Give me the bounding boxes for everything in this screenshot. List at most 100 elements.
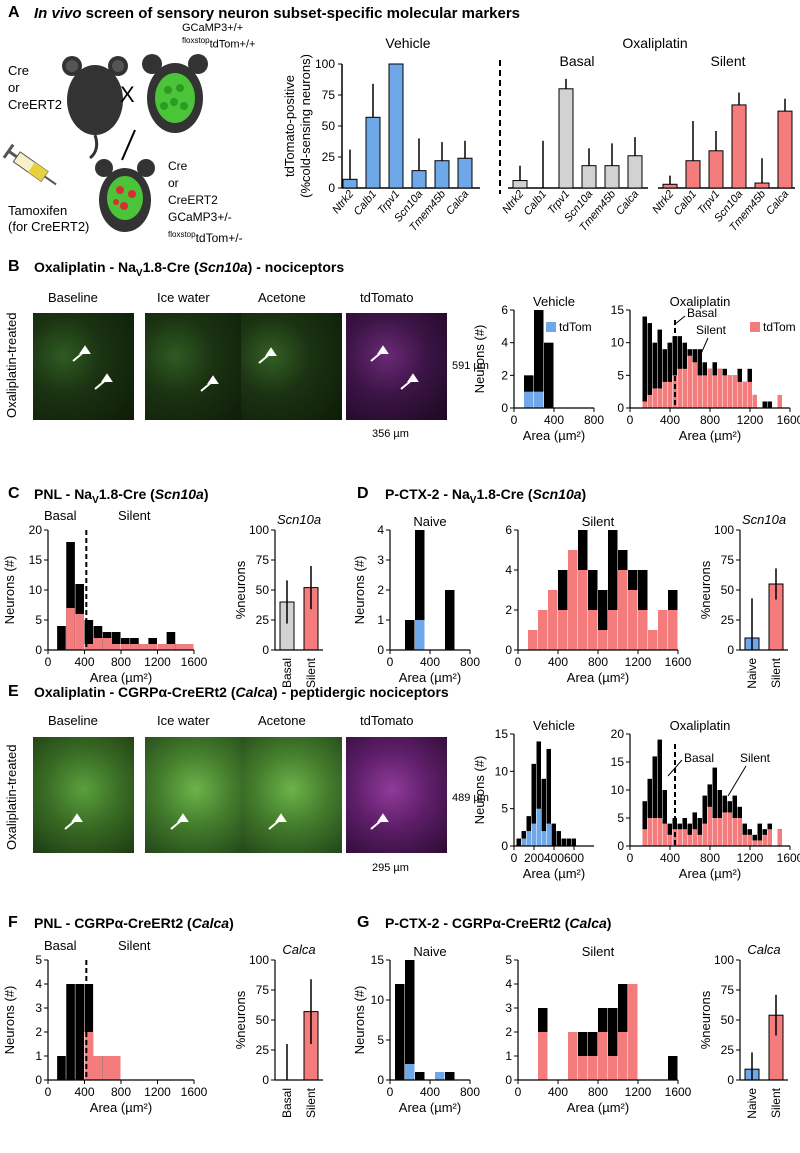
img-title-ice-b: Ice water [157, 290, 210, 305]
hist-bar-total [757, 823, 762, 846]
t-gene: Scn10a [154, 486, 204, 502]
hist-bar-tdtom [526, 831, 531, 846]
x-tick-label: 1600 [665, 1085, 692, 1099]
hist-bar-tdtom [578, 1056, 588, 1080]
y-tick-label: 15 [611, 755, 625, 769]
hist-title: Silent [582, 514, 615, 529]
gene-title: Scn10a [742, 512, 786, 527]
scale-v-e: 489 µm [452, 792, 489, 804]
bar-c-pct: Basal Silent 0 25 50 75 100 %neurons Scn10a [233, 512, 323, 688]
x-axis-label: Area (µm²) [679, 866, 741, 881]
y-tick-label: 15 [29, 553, 43, 567]
x-tick-label: 1600 [777, 413, 800, 427]
y-tick-label: 0 [377, 643, 384, 657]
y-tick-label: 100 [714, 523, 734, 537]
hist-bar-tdtom [692, 829, 697, 846]
t-pre: P-CTX-2 - Na [385, 486, 470, 502]
hist-bar-tdtom [657, 388, 662, 408]
hist-bar-tdtom [777, 829, 782, 846]
hist-bar-tdtom [546, 823, 551, 846]
y-tick-label: 3 [35, 1001, 42, 1015]
img-title-baseline-b: Baseline [48, 290, 98, 305]
img-title-baseline-e: Baseline [48, 713, 98, 728]
y-tick-label: 0 [377, 1073, 384, 1087]
hist-bar-tdtom [588, 610, 598, 650]
side-label-e: Oxaliplatin-treated [4, 744, 19, 851]
hist-bar-tdtom [538, 610, 548, 650]
gcamp-label: GCaMP3+/+ [182, 22, 244, 34]
label-basal: Basal [687, 306, 717, 320]
hist-bar-tdtom [682, 368, 687, 408]
off-cre: Cre [168, 159, 188, 173]
legend-label-tdtom: tdTom [559, 320, 592, 334]
hist-d-silent: 0 2 4 6 0 400 800 1200 1600 Area (µm²) Silent [505, 514, 691, 685]
marker-bar [434, 160, 450, 189]
hist-bar-total [405, 620, 415, 650]
panel-d-title: P-CTX-2 - NaV1.8-Cre (Scn10a) [385, 486, 586, 506]
marker-bar [777, 110, 793, 189]
for-creert2-text: (for CreERT2) [8, 219, 90, 234]
x-tick-label: 800 [700, 413, 720, 427]
x-tick-label: 800 [460, 655, 480, 669]
off-or: or [168, 176, 179, 190]
hist-bar-tdtom [541, 831, 546, 846]
y-tick-label: 1 [35, 1049, 42, 1063]
hist-bar-total [531, 763, 536, 846]
y-tick-label: 75 [256, 983, 270, 997]
hist-bar-total [445, 590, 455, 650]
category-label: Naive [745, 1088, 759, 1119]
hist-bar-tdtom [662, 381, 667, 408]
hist-bar-tdtom [742, 834, 747, 846]
hist-bar-tdtom [762, 834, 767, 846]
hist-bar-total [762, 401, 767, 408]
bar-f-pct: Basal Silent 0 25 50 75 100 %neurons Calca [233, 942, 323, 1118]
x-axis-label: Area (µm²) [523, 866, 585, 881]
gene-tick-label: Calca [764, 188, 791, 217]
mouse-icon-gcamp [142, 54, 208, 133]
hist-bar-tdtom [111, 644, 121, 650]
category-label: Silent [304, 1087, 318, 1118]
gene-tick-label: Calca [614, 188, 641, 217]
panel-letter-d: D [357, 485, 369, 502]
hist-bar-total [521, 831, 526, 846]
hist-bar-total [544, 342, 554, 408]
hist-bar-total [667, 342, 672, 408]
y-tick-label: 5 [617, 811, 624, 825]
hist-bar-tdtom [536, 808, 541, 846]
hist-bar-tdtom [777, 394, 782, 408]
arrow-silent [699, 337, 709, 357]
t-post: 1.8-Cre ( [476, 486, 533, 502]
y-tick-label: 50 [256, 1013, 270, 1027]
marker-bar [604, 165, 620, 189]
hist-bar-tdtom [121, 644, 130, 650]
y-axis-label: Neurons (#) [472, 325, 487, 394]
x-tick-label: 0 [45, 655, 52, 669]
y-axis-label: %neurons [698, 560, 713, 619]
hist-title: Naive [413, 514, 446, 529]
hist-bar-total [415, 1072, 425, 1080]
title-italic: In vivo [34, 5, 82, 22]
x-tick-label: 0 [511, 851, 518, 865]
hist-bar-tdtom [642, 401, 647, 408]
off-tdtom: tdTom+/- [195, 231, 243, 245]
x-tick-label: 400 [420, 655, 440, 669]
y-tick-label: 0 [262, 1073, 269, 1087]
hist-bar-total [66, 984, 75, 1080]
y-tick-label: 4 [505, 563, 512, 577]
hist-bar-total [652, 342, 657, 408]
hist-bar-tdtom [578, 570, 588, 650]
hist-bar-total [571, 838, 576, 846]
x-tick-label: 1600 [181, 655, 208, 669]
hist-bar-total [66, 542, 75, 650]
hist-bar-tdtom [737, 818, 742, 846]
marker-bar [388, 63, 404, 189]
hist-bar-tdtom [647, 394, 652, 408]
hist-title: Oxaliplatin [670, 718, 731, 733]
panel-letter-e: E [8, 683, 19, 700]
title-rest: screen of sensory neuron subset-specific… [81, 5, 521, 22]
hist-bar-tdtom [732, 818, 737, 846]
x-tick-label: 0 [45, 1085, 52, 1099]
hist-bar-tdtom [534, 391, 544, 408]
gcamp-tdtom-label: floxstoptdTom+/+ [182, 36, 255, 51]
gene-tick-label: Calb1 [352, 188, 380, 218]
